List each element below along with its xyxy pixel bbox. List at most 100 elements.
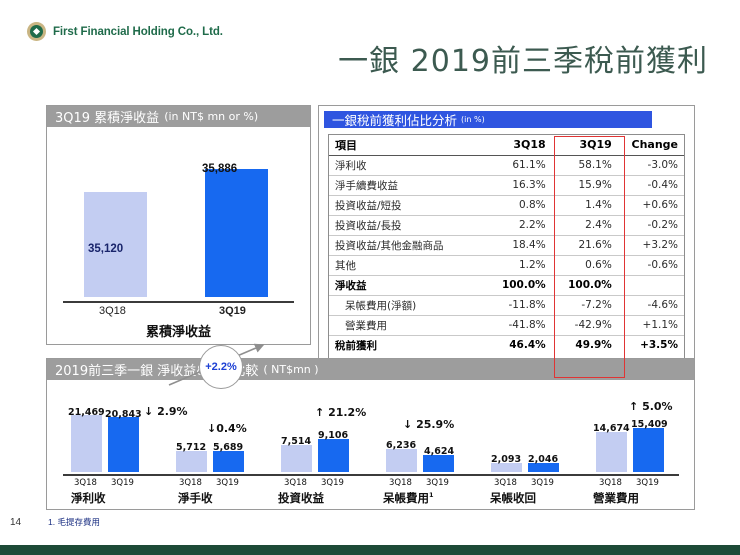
bar-net-fee-3q19	[213, 451, 244, 472]
page-number: 14	[10, 517, 22, 528]
delta-value: 25.9%	[416, 418, 455, 431]
row-value-change: +3.5%	[640, 339, 678, 352]
group-label-text: 呆帳費用1	[383, 491, 434, 505]
bar-net-fee-3q18	[176, 451, 207, 472]
bar-value-bad-debt-recovery-3q18: 2,093	[491, 454, 522, 465]
col-header-3q18: 3Q18	[485, 135, 552, 156]
table-row-pretax-profit: 稅前獲利 46.4% 49.9% +3.5%	[329, 335, 684, 355]
bar-value-bad-debt-recovery-3q19: 2,046	[528, 454, 559, 465]
row-value-3q18: 100.0%	[485, 275, 552, 296]
delta-operating-expense: ↑ 5.0%	[629, 400, 673, 413]
group-label-operating-expense: 營業費用	[593, 491, 639, 505]
row-value-3q19: 21.6%	[551, 235, 618, 256]
top-chart-bar-3q18	[84, 192, 147, 297]
tick-bad-debt-recovery-3q19: 3Q19	[531, 478, 554, 488]
bar-value-operating-expense-3q19: 15,409	[631, 419, 668, 430]
bottom-chart-plot-area: 21,469 20,843 ↓ 2.9% 3Q18 3Q19 淨利收 5,712…	[47, 380, 694, 509]
bottom-panel-unit: ( NT$mn )	[263, 363, 319, 376]
ratio-table-body: 淨利收 61.1% 58.1% -3.0% 淨手續費收益 16.3% 15.9%…	[329, 155, 684, 355]
table-row: 投資收益/其他金融商品 18.4% 21.6% +3.2%	[329, 235, 684, 256]
tick-bad-debt-expense-3q19: 3Q19	[426, 478, 449, 488]
bar-net-interest-3q18	[71, 415, 102, 472]
row-value-3q19: 2.4%	[551, 215, 618, 236]
row-value-3q19: -7.2%	[551, 295, 618, 316]
panel-header-table: 一銀稅前獲利佔比分析 (in %)	[324, 111, 652, 128]
growth-percentage-badge: +2.2%	[199, 345, 243, 389]
col-header-item: 項目	[329, 135, 486, 156]
row-item-label: 呆帳費用(淨額)	[329, 295, 486, 316]
delta-bad-debt-expense: ↓ 25.9%	[403, 418, 455, 431]
company-logo: First Financial Holding Co., Ltd.	[27, 22, 223, 41]
top-chart-plot-area: 35,120 3Q18 35,886 3Q19 +2.2% 累積淨收益	[47, 127, 310, 389]
panel-header-title: 3Q19 累積淨收益	[55, 111, 160, 126]
table-row: 呆帳費用(淨額) -11.8% -7.2% -4.6%	[329, 295, 684, 316]
bar-value-investment-3q19: 9,106	[318, 430, 349, 441]
bar-operating-expense-3q19	[633, 428, 664, 472]
group-label-bad-debt-expense: 呆帳費用1	[383, 490, 434, 506]
bar-value-net-interest-3q19: 20,843	[105, 409, 142, 420]
col-header-change: Change	[617, 135, 684, 156]
table-header-unit: (in %)	[461, 115, 485, 124]
tick-net-fee-3q18: 3Q18	[179, 478, 202, 488]
table-row: 淨利收 61.1% 58.1% -3.0%	[329, 155, 684, 176]
revenue-expense-comparison-panel: 2019前三季一銀 淨收益&費用比較 ( NT$mn ) 21,469 20,8…	[46, 358, 695, 510]
tick-investment-3q19: 3Q19	[321, 478, 344, 488]
bar-value-net-fee-3q18: 5,712	[176, 442, 207, 453]
bar-bad-debt-expense-3q19	[423, 455, 454, 472]
top-chart-bar-3q19	[205, 169, 268, 297]
bar-bad-debt-expense-3q18	[386, 449, 417, 472]
panel-header-unit: (in NT$ mn or %)	[164, 110, 259, 123]
row-item-label: 其他	[329, 255, 486, 276]
bar-operating-expense-3q18	[596, 432, 627, 472]
bar-bad-debt-recovery-3q19	[528, 463, 559, 472]
delta-value: 0.4%	[216, 422, 247, 435]
panel-header-top-chart: 3Q19 累積淨收益 (in NT$ mn or %)	[47, 106, 310, 127]
panel-header-bottom-chart: 2019前三季一銀 淨收益&費用比較 ( NT$mn )	[47, 359, 694, 380]
cumulative-net-revenue-panel: 3Q19 累積淨收益 (in NT$ mn or %) 35,120 3Q18 …	[46, 105, 311, 389]
row-value-change: -0.4%	[617, 175, 684, 196]
top-chart-axis-line	[63, 301, 294, 303]
bar-value-investment-3q18: 7,514	[281, 436, 312, 447]
company-name: First Financial Holding Co., Ltd.	[53, 25, 223, 38]
bar-value-net-fee-3q19: 5,689	[213, 442, 244, 453]
row-item-label: 投資收益/其他金融商品	[329, 235, 486, 256]
bar-value-bad-debt-expense-3q18: 6,236	[386, 440, 417, 451]
row-value-3q19: -42.9%	[551, 315, 618, 336]
circle-emblem-icon	[27, 22, 46, 41]
table-row: 其他 1.2% 0.6% -0.6%	[329, 255, 684, 276]
row-value-3q18: 16.3%	[485, 175, 552, 196]
table-row: 投資收益/長投 2.2% 2.4% -0.2%	[329, 215, 684, 236]
pretax-profit-ratio-panel: 一銀稅前獲利佔比分析 (in %) 項目 3Q18 3Q19 Change 淨利…	[318, 105, 695, 387]
tick-bad-debt-recovery-3q18: 3Q18	[494, 478, 517, 488]
row-value-3q18: -41.8%	[485, 315, 552, 336]
row-value-3q19: 0.6%	[551, 255, 618, 276]
bar-investment-3q19	[318, 439, 349, 472]
tick-net-fee-3q19: 3Q19	[216, 478, 239, 488]
tick-bad-debt-expense-3q18: 3Q18	[389, 478, 412, 488]
row-item-label: 淨利收	[329, 155, 486, 176]
row-item-label: 淨手續費收益	[329, 175, 486, 196]
group-label-net-fee: 淨手收	[178, 491, 213, 505]
group-label-bad-debt-recovery: 呆帳收回	[490, 491, 536, 505]
footer-bar	[0, 545, 740, 555]
row-value-change: -3.0%	[617, 155, 684, 176]
delta-value: 2.9%	[157, 405, 188, 418]
delta-value: 21.2%	[328, 406, 367, 419]
page-title: 一銀 2019前三季稅前獲利	[338, 44, 708, 79]
table-header-title: 一銀稅前獲利佔比分析	[332, 113, 458, 128]
footnote-text: 1. 毛提存費用	[48, 517, 100, 527]
tick-net-interest-3q18: 3Q18	[74, 478, 97, 488]
row-value-change	[617, 275, 684, 296]
row-item-label: 稅前獲利	[335, 339, 377, 352]
table-header-row: 項目 3Q18 3Q19 Change	[329, 135, 684, 156]
ratio-table-wrapper: 項目 3Q18 3Q19 Change 淨利收 61.1% 58.1% -3.0…	[328, 134, 685, 380]
delta-value: 5.0%	[642, 400, 673, 413]
row-value-3q18: 0.8%	[485, 195, 552, 216]
top-chart-x-axis-label: 累積淨收益	[145, 325, 211, 340]
row-item-label: 投資收益/長投	[329, 215, 486, 236]
row-value-3q19: 15.9%	[551, 175, 618, 196]
top-chart-tick-3q19: 3Q19	[219, 305, 246, 317]
row-value-change: +0.6%	[617, 195, 684, 216]
row-item-label: 營業費用	[329, 315, 486, 336]
